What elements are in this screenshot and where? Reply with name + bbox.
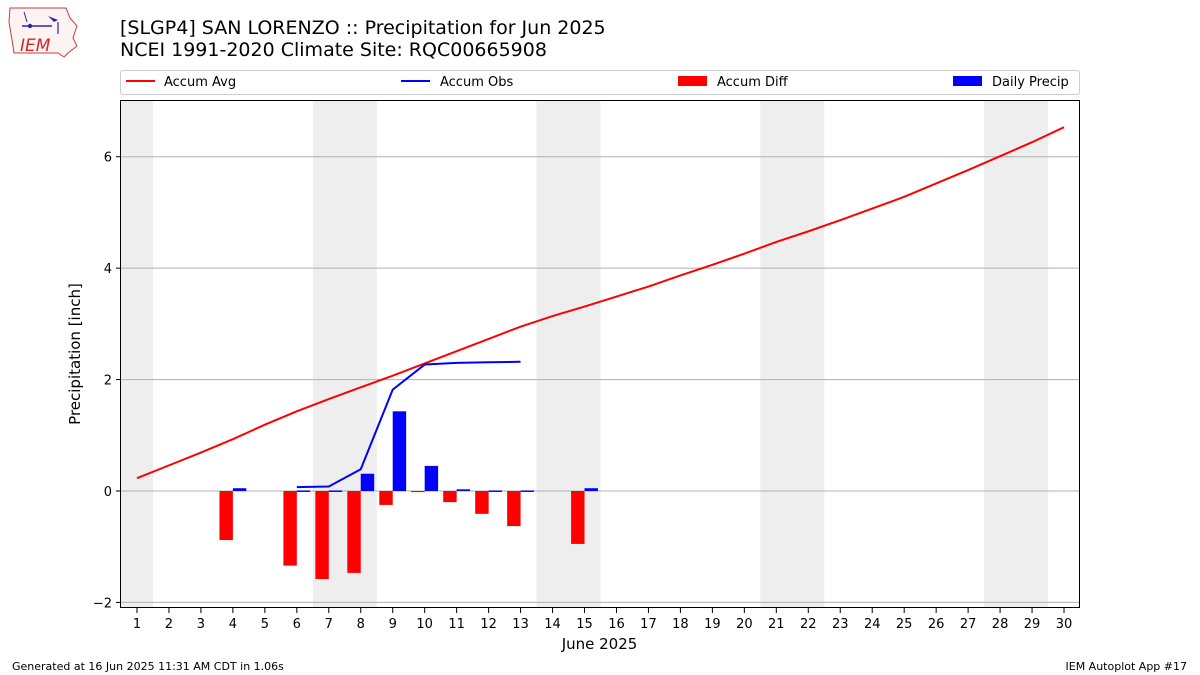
bars (219, 411, 598, 580)
accum-diff-bar-day-13 (507, 491, 521, 527)
x-tick-label: 18 (672, 617, 689, 632)
x-tick-label: 4 (229, 617, 237, 632)
weekend-shading (121, 101, 1049, 608)
x-tick-label: 5 (261, 617, 269, 632)
daily-precip-bar-day-8 (360, 473, 375, 491)
chart-subtitle: NCEI 1991-2020 Climate Site: RQC00665908 (120, 39, 547, 61)
x-tick-label: 17 (640, 617, 657, 632)
daily-precip-bar-day-12 (488, 490, 503, 492)
accum-avg-line (136, 126, 1065, 480)
daily-precip-bar-day-4 (232, 488, 247, 491)
x-tick-label: 25 (896, 617, 913, 632)
x-tick-label: 3 (197, 617, 205, 632)
y-tick-label: −2 (93, 596, 112, 611)
x-tick-label: 9 (389, 617, 397, 632)
x-tick-label: 8 (357, 617, 365, 632)
x-tick-label: 30 (1056, 617, 1073, 632)
accum-diff-bar-day-10 (411, 491, 425, 493)
accum-diff-bar-day-11 (443, 491, 457, 503)
daily-precip-bar-day-15 (584, 488, 598, 491)
accum-diff-bar-day-7 (315, 491, 329, 580)
x-tick-label: 2 (165, 617, 173, 632)
x-tick-label: 20 (736, 617, 753, 632)
y-tick-label: 6 (104, 151, 112, 166)
weekend-band-4 (760, 101, 825, 608)
grid (121, 156, 1080, 603)
x-tick-label: 6 (293, 617, 301, 632)
weekend-band-3 (536, 101, 601, 608)
plot-frame (120, 100, 1080, 608)
x-tick-label: 28 (992, 617, 1009, 632)
legend-swatch-accum-diff (678, 76, 707, 86)
x-axis-label: June 2025 (561, 635, 638, 653)
legend-label-accum-obs: Accum Obs (440, 75, 513, 90)
legend-label-daily-precip: Daily Precip (992, 75, 1069, 90)
legend-label-accum-avg: Accum Avg (164, 75, 236, 90)
accum-diff-bar-day-4 (219, 491, 233, 541)
weekend-band-1 (121, 101, 153, 608)
legend: Accum Avg Accum Obs Accum Diff Daily Pre… (120, 70, 1080, 95)
x-tick-label: 7 (325, 617, 333, 632)
iem-logo: IEM (8, 7, 78, 58)
chart-title: [SLGP4] SAN LORENZO :: Precipitation for… (120, 17, 606, 39)
x-tick-label: 29 (1024, 617, 1041, 632)
legend-swatch-daily-precip (953, 76, 982, 86)
x-tick-label: 1 (133, 617, 141, 632)
accum-diff-bar-day-12 (475, 491, 489, 514)
legend-label-accum-diff: Accum Diff (717, 75, 789, 90)
x-tick-label: 26 (928, 617, 945, 632)
accum-diff-bar-day-8 (347, 491, 361, 573)
daily-precip-bar-day-6 (296, 490, 311, 492)
x-tick-label: 23 (832, 617, 849, 632)
accum-diff-bar-day-15 (571, 491, 585, 544)
iem-logo-text: IEM (20, 36, 51, 56)
x-tick-label: 19 (704, 617, 721, 632)
x-tick-label: 13 (512, 617, 529, 632)
accum-diff-bar-day-6 (283, 491, 297, 566)
daily-precip-bar-day-13 (520, 490, 535, 492)
weekend-band-5 (984, 101, 1049, 608)
x-tick-label: 11 (448, 617, 465, 632)
y-tick-label: 4 (104, 262, 112, 277)
y-tick-label: 0 (104, 485, 112, 500)
daily-precip-bar-day-11 (456, 489, 471, 491)
app-footer: IEM Autoplot App #17 (1065, 660, 1188, 673)
x-tick-label: 22 (800, 617, 817, 632)
x-tick-label: 12 (480, 617, 497, 632)
y-axis-label: Precipitation [inch] (66, 283, 84, 425)
generated-footer: Generated at 16 Jun 2025 11:31 AM CDT in… (12, 660, 284, 673)
x-tick-label: 21 (768, 617, 785, 632)
y-tick-label: 2 (104, 374, 112, 389)
x-tick-label: 16 (608, 617, 625, 632)
daily-precip-bar-day-9 (392, 411, 407, 491)
x-tick-label: 27 (960, 617, 977, 632)
lines (136, 126, 1065, 489)
accum-diff-bar-day-9 (379, 491, 393, 505)
x-tick-label: 10 (416, 617, 433, 632)
accum-obs-line (296, 360, 521, 489)
daily-precip-bar-day-10 (424, 465, 439, 491)
daily-precip-bar-day-7 (328, 490, 343, 492)
x-tick-label: 14 (544, 617, 561, 632)
x-tick-label: 15 (576, 617, 593, 632)
x-tick-label: 24 (864, 617, 881, 632)
